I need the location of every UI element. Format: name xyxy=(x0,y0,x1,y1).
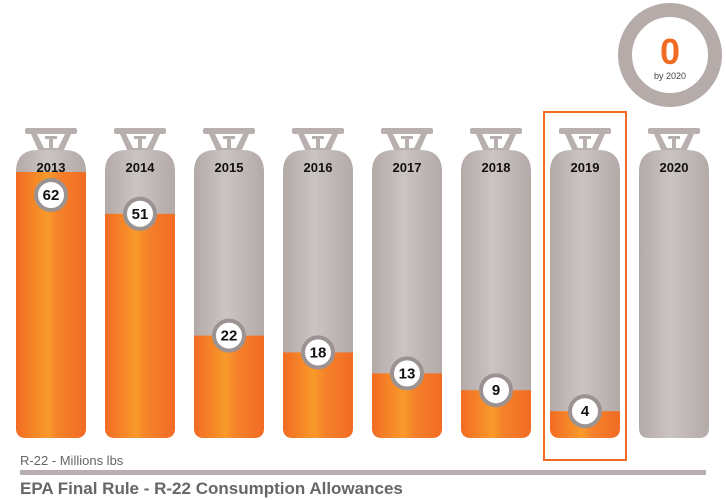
cylinder-2015: 22 2015 xyxy=(194,128,264,438)
cylinder-2016: 18 2016 xyxy=(283,128,353,438)
value-badge-2013 xyxy=(34,178,68,212)
category-label-2015: 2015 xyxy=(215,160,244,175)
cylinder-body xyxy=(461,150,531,438)
cylinder-body xyxy=(639,150,709,438)
value-badge-2017 xyxy=(390,356,424,391)
value-label-2017: 13 xyxy=(399,365,416,382)
category-label-2014: 2014 xyxy=(126,160,156,175)
cylinder-body xyxy=(372,150,442,438)
category-label-2020: 2020 xyxy=(660,160,689,175)
cylinder-2018: 9 2018 xyxy=(461,128,531,438)
value-label-2018: 9 xyxy=(492,382,500,399)
value-label-2013: 62 xyxy=(43,187,60,204)
value-label-2016: 18 xyxy=(310,344,327,361)
valve-icon xyxy=(648,128,700,134)
callout-ring xyxy=(618,3,722,107)
cylinder-2014: 51 2014 xyxy=(105,128,175,438)
value-label-2015: 22 xyxy=(221,328,238,345)
value-badge-2018 xyxy=(479,373,513,408)
category-label-2016: 2016 xyxy=(304,160,333,175)
cylinder-2017: 13 2017 xyxy=(372,128,442,438)
highlight-box xyxy=(543,111,627,461)
category-label-2018: 2018 xyxy=(482,160,511,175)
valve-icon xyxy=(559,128,611,134)
y-axis-label: R-22 - Millions lbs xyxy=(20,453,124,468)
cylinder-body xyxy=(550,150,620,438)
category-label-2013: 2013 xyxy=(37,160,66,175)
category-label-2017: 2017 xyxy=(393,160,422,175)
category-label-2019: 2019 xyxy=(571,160,600,175)
value-label-2019: 4 xyxy=(581,403,590,420)
divider xyxy=(20,470,706,475)
valve-icon xyxy=(203,128,255,134)
callout-badge: 0 by 2020 xyxy=(618,3,722,107)
value-badge-2014 xyxy=(123,196,157,231)
valve-icon xyxy=(381,128,433,134)
value-badge-2019 xyxy=(568,394,602,429)
valve-icon xyxy=(25,128,77,134)
cylinder-2020: 2020 xyxy=(639,128,709,438)
value-label-2014: 51 xyxy=(132,206,149,223)
valve-icon xyxy=(114,128,166,134)
cylinder-2013: 62 2013 xyxy=(16,128,86,438)
chart-title: EPA Final Rule - R-22 Consumption Allowa… xyxy=(20,479,403,498)
callout-value: 0 xyxy=(660,31,680,72)
valve-icon xyxy=(470,128,522,134)
valve-icon xyxy=(292,128,344,134)
value-badge-2016 xyxy=(301,335,335,370)
callout-label: by 2020 xyxy=(654,71,686,81)
value-badge-2015 xyxy=(212,318,246,353)
bar-fill-2014 xyxy=(105,213,175,438)
cylinder-2019: 4 2019 xyxy=(543,111,627,461)
bar-fill-2015 xyxy=(194,335,264,438)
bar-fill-2013 xyxy=(16,172,86,438)
